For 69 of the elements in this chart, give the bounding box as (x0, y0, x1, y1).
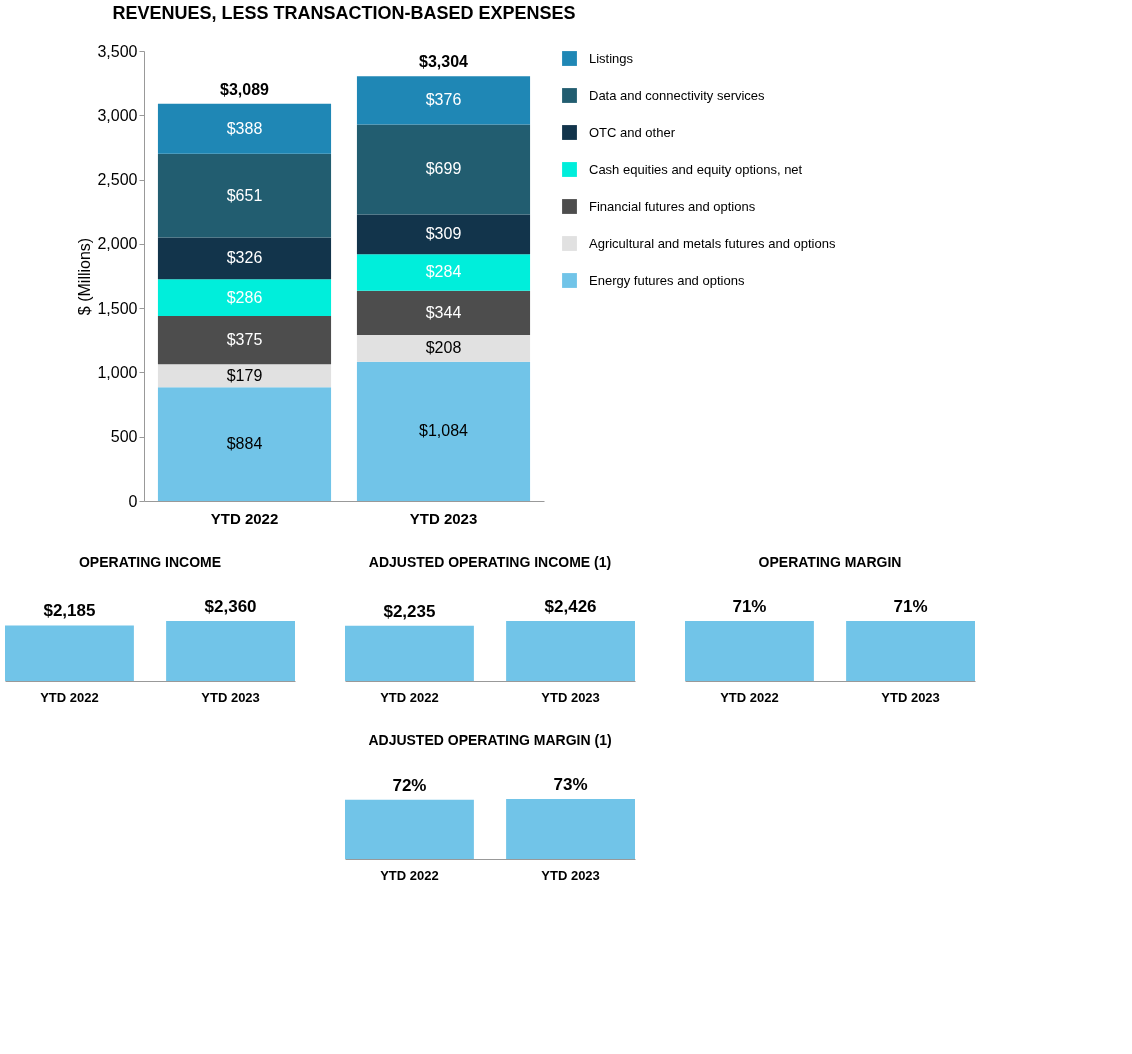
data-label: $651 (226, 186, 263, 204)
data-label: $1,084 (419, 422, 469, 440)
legend-label: Energy futures and options (589, 272, 745, 288)
y-tick-label: 3,500 (97, 42, 138, 60)
data-label: $375 (226, 331, 263, 349)
x-tick-label: YTD 2022 (720, 689, 779, 705)
data-label: $2,426 (544, 597, 597, 616)
data-label: $344 (425, 303, 462, 321)
x-tick-label: YTD 2022 (40, 689, 99, 705)
data-label: $208 (425, 339, 462, 357)
y-tick-label: 500 (110, 428, 138, 446)
x-tick-label: YTD 2023 (881, 689, 940, 705)
data-label: $2,360 (204, 597, 257, 616)
total-label: $3,089 (220, 80, 270, 98)
bar (157, 387, 332, 501)
x-tick-label: YTD 2023 (409, 509, 478, 527)
x-tick-label: YTD 2022 (380, 867, 439, 883)
data-label: $388 (226, 119, 263, 137)
data-label: 71% (732, 597, 767, 616)
chart-title: OPERATING MARGIN (758, 554, 902, 570)
y-tick-label: 3,000 (97, 106, 138, 124)
x-tick-label: YTD 2023 (541, 689, 600, 705)
bar (157, 279, 332, 317)
legend-label: Cash equities and equity options, net (589, 161, 803, 177)
data-label: $376 (425, 91, 462, 109)
x-tick-label: YTD 2023 (541, 867, 600, 883)
bar (356, 214, 531, 255)
data-label: $326 (226, 249, 263, 267)
data-label: $309 (425, 225, 462, 243)
y-tick-label: 2,000 (97, 235, 138, 253)
y-tick-label: 1,500 (97, 299, 138, 317)
y-tick-label: 2,500 (97, 171, 138, 189)
data-label: $286 (226, 288, 263, 306)
bar (157, 237, 332, 280)
bar (157, 103, 332, 154)
chart-title: REVENUES, LESS TRANSACTION-BASED EXPENSES (112, 3, 576, 23)
bar (157, 153, 332, 238)
data-label: $884 (226, 435, 263, 453)
chart-title: ADJUSTED OPERATING INCOME (1) (368, 554, 612, 570)
x-tick-label: YTD 2022 (210, 509, 279, 527)
bar (356, 290, 531, 335)
legend-label: Agricultural and metals futures and options (589, 235, 836, 251)
legend-label: OTC and other (589, 124, 676, 140)
data-label: 73% (553, 775, 588, 794)
y-tick-label: 1,000 (97, 363, 138, 381)
bar (356, 76, 531, 125)
data-label: 71% (893, 597, 928, 616)
legend-label: Listings (589, 50, 634, 66)
data-label: $179 (226, 366, 263, 384)
data-label: $284 (425, 263, 462, 281)
legend-label: Data and connectivity services (589, 87, 766, 103)
bar (356, 254, 531, 291)
bar (356, 361, 531, 501)
data-label: $699 (425, 160, 462, 178)
bar (356, 124, 531, 215)
y-tick-label: 0 (128, 492, 138, 510)
x-tick-label: YTD 2023 (201, 689, 260, 705)
bar (356, 334, 531, 362)
data-label: $2,185 (43, 601, 96, 621)
data-label: $2,235 (383, 601, 436, 621)
chart-title: OPERATING INCOME (78, 554, 222, 570)
y-axis-title: $ (Millions) (76, 237, 94, 316)
bar (157, 316, 332, 365)
bar (157, 364, 332, 388)
total-label: $3,304 (419, 53, 469, 71)
data-label: 72% (392, 775, 427, 795)
x-tick-label: YTD 2022 (380, 689, 439, 705)
legend-label: Financial futures and options (589, 198, 756, 214)
chart-title: ADJUSTED OPERATING MARGIN (1) (368, 732, 612, 748)
